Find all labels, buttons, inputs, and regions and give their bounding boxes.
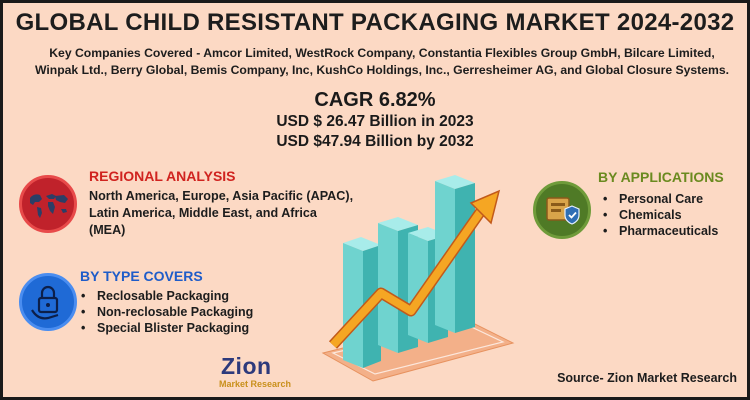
regional-text: North America, Europe, Asia Pacific (APA… [89, 189, 354, 237]
list-item: Personal Care [603, 191, 718, 207]
package-shield-icon [533, 181, 591, 239]
growth-chart-illustration [321, 175, 515, 382]
logo-subtitle: Market Research [219, 379, 292, 389]
source-note: Source- Zion Market Research [557, 371, 737, 385]
key-companies: Key Companies Covered - Amcor Limited, W… [34, 46, 730, 77]
regional-heading: REGIONAL ANALYSIS [89, 168, 236, 184]
market-size-2023: USD $ 26.47 Billion in 2023 [276, 113, 474, 130]
page-title: GLOBAL CHILD RESISTANT PACKAGING MARKET … [15, 9, 735, 36]
world-map-icon [19, 175, 77, 233]
market-size-2032: USD $47.94 Billion by 2032 [276, 133, 474, 150]
list-item: Non-reclosable Packaging [81, 304, 253, 320]
list-item: Pharmaceuticals [603, 223, 718, 239]
cagr-value: CAGR 6.82% [314, 89, 436, 111]
type-covers-list: Reclosable Packaging Non-reclosable Pack… [81, 288, 253, 336]
list-item: Special Blister Packaging [81, 320, 253, 336]
applications-heading: BY APPLICATIONS [598, 169, 724, 185]
type-covers-heading: BY TYPE COVERS [80, 268, 203, 284]
zion-logo: Zion Market Research [213, 353, 297, 397]
list-item: Reclosable Packaging [81, 288, 253, 304]
applications-list: Personal Care Chemicals Pharmaceuticals [603, 191, 718, 239]
lock-hand-icon [19, 273, 77, 331]
logo-wordmark: Zion [221, 353, 272, 379]
list-item: Chemicals [603, 207, 718, 223]
